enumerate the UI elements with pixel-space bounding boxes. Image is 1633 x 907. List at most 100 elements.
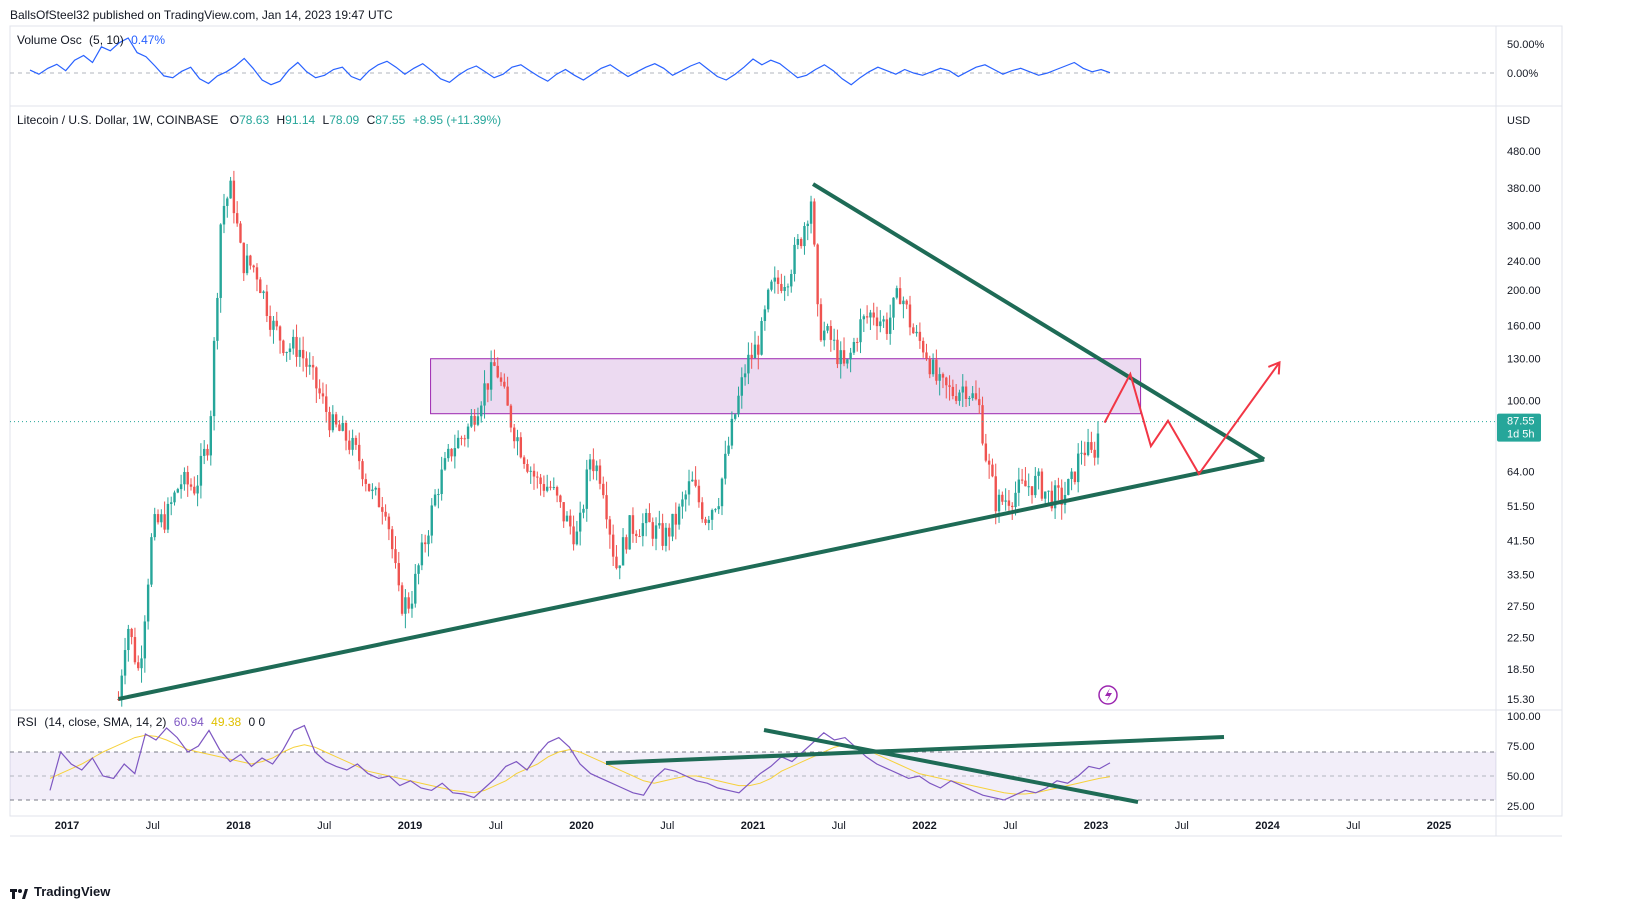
candle-body [724, 453, 727, 479]
candle-body [377, 487, 381, 508]
support-trendline[interactable] [118, 457, 1265, 701]
time-tick-label: Jul [660, 820, 674, 832]
candle-body [381, 507, 384, 512]
time-tick-label: Jul [1346, 820, 1360, 832]
candle-body [555, 487, 559, 496]
candle-body [941, 374, 945, 378]
candle-body [780, 283, 783, 291]
rsi-falling-trendline [763, 728, 1139, 804]
candle-body [328, 411, 331, 431]
candle-body [793, 244, 796, 274]
candle-body [130, 628, 133, 638]
candle-body [562, 502, 565, 522]
candle-body [1044, 491, 1047, 499]
candle-body [235, 213, 239, 224]
candle-body [354, 437, 358, 445]
candle-body [183, 471, 186, 485]
price-tick-label: 200.00 [1507, 285, 1541, 297]
supply-zone-rectangle[interactable] [430, 358, 1142, 415]
candle-body [687, 481, 691, 495]
projection-zigzag[interactable] [1103, 361, 1281, 476]
candle-body [519, 437, 523, 458]
candle-body [994, 476, 997, 512]
candle-body [433, 494, 437, 506]
volume-osc-path [29, 37, 1111, 86]
rsi-ma-value: 49.38 [211, 715, 241, 729]
projection-arrowhead[interactable] [1267, 360, 1281, 375]
candle-body [981, 405, 984, 444]
projection-path[interactable] [1103, 360, 1281, 476]
candle-body [964, 386, 968, 400]
candle-body [410, 603, 414, 609]
candle-body [895, 288, 898, 298]
candle-body [348, 440, 351, 450]
price-tick-label: 130.00 [1507, 354, 1541, 366]
volume-osc-params: (5, 10) [89, 33, 124, 47]
time-tick-label: Jul [1175, 820, 1189, 832]
replay-icon[interactable] [1098, 685, 1118, 705]
price-tick-label: 480.00 [1507, 146, 1541, 158]
rsi-name: RSI [17, 715, 37, 729]
change-value: +8.95 (+11.39%) [413, 113, 502, 127]
price-tick-label: 22.50 [1507, 633, 1535, 645]
candle-body [127, 628, 130, 651]
candle-body [196, 485, 199, 494]
candle-body [1053, 485, 1057, 509]
time-tick-label: 2019 [398, 820, 422, 832]
candle-body [506, 386, 509, 406]
currency-label: USD [1507, 115, 1530, 127]
candle-body [493, 362, 496, 366]
candle-body [803, 226, 806, 247]
candle-body [786, 286, 790, 288]
rsi-lines [49, 724, 1111, 801]
candle-body [153, 514, 156, 538]
candle-body [654, 525, 658, 539]
volume-panel-legend: Volume Osc (5, 10) 0.47% [17, 33, 165, 47]
candle-body [621, 537, 625, 566]
candle-body [483, 383, 486, 406]
candle-body [961, 386, 964, 393]
price-tick-label: 100.00 [1507, 395, 1541, 407]
candle-body [559, 495, 562, 503]
publish-header: BallsOfSteel32 published on TradingView.… [10, 8, 393, 22]
candle-body [1083, 452, 1086, 456]
volume-tick-label: 50.00% [1507, 39, 1545, 51]
volume-osc-line [29, 37, 1111, 86]
candle-body [836, 339, 839, 365]
time-tick-label: 2018 [226, 820, 250, 832]
time-tick-label: 2017 [55, 820, 79, 832]
candle-body [954, 396, 958, 401]
zone-box[interactable] [430, 358, 1142, 415]
candle-body [931, 359, 935, 375]
candle-body [684, 494, 687, 500]
candle-body [763, 309, 767, 321]
last-price-tag: 87.55 1d 5h [1497, 413, 1541, 442]
tradingview-footer[interactable]: TradingView [10, 884, 110, 899]
candle-body [575, 531, 579, 545]
candle-body [199, 455, 203, 486]
candle-body [417, 565, 420, 574]
candle-body [394, 549, 397, 564]
candle-body [272, 320, 275, 330]
trendlines[interactable] [118, 182, 1266, 701]
candle-body [440, 469, 443, 495]
candle-body [974, 393, 978, 400]
resistance-trendline[interactable] [811, 182, 1266, 462]
candle-body [460, 437, 463, 439]
rsi-rising-trendline [605, 735, 1225, 765]
candle-body [397, 563, 400, 586]
time-tick-label: 2021 [741, 820, 765, 832]
candle-body [905, 300, 908, 305]
rsi-trendlines[interactable] [605, 728, 1225, 804]
candle-body [984, 443, 988, 461]
candle-body [516, 437, 519, 442]
candle-body [605, 495, 608, 520]
candle-body [420, 542, 424, 566]
candle-body [338, 424, 341, 431]
candle-body [245, 255, 249, 274]
close-label: C [367, 113, 376, 127]
symbol-label: Litecoin / U.S. Dollar, 1W, COINBASE [17, 113, 218, 127]
candle-body [608, 519, 612, 535]
candle-body [1037, 471, 1040, 476]
